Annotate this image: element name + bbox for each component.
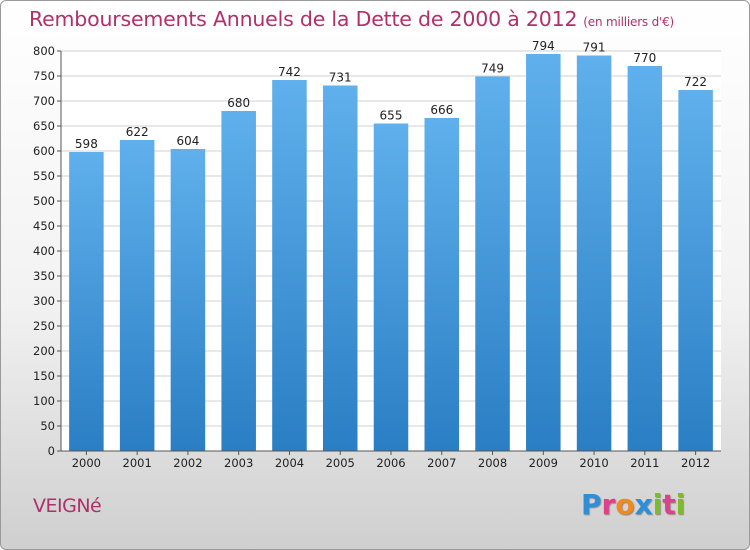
y-tick-label: 0 [48, 444, 55, 458]
data-labels: 598 622 604 680 742 731 655 666 749 794 791 770 722 [75, 39, 707, 151]
x-tick-label-2003: 2003 [224, 456, 253, 470]
x-tick-label-2009: 2009 [529, 456, 558, 470]
logo-letter: x [634, 488, 653, 521]
y-tick-label: 250 [33, 319, 55, 333]
x-tick-label-2006: 2006 [376, 456, 405, 470]
y-tick-label: 300 [33, 294, 55, 308]
data-label-2005: 731 [329, 71, 352, 85]
bar-2007 [424, 118, 460, 451]
data-label-2001: 622 [126, 125, 149, 139]
logo-letter: r [601, 488, 616, 521]
y-tick-label: 600 [33, 144, 55, 158]
bar-2001 [119, 140, 155, 451]
brand-logo: Proxiti [581, 488, 685, 521]
y-tick-label: 400 [33, 244, 55, 258]
x-tick-label-2012: 2012 [681, 456, 710, 470]
bar-2000 [69, 152, 104, 451]
bars [69, 54, 713, 451]
logo-letter: i [675, 488, 686, 521]
data-label-2007: 666 [430, 103, 453, 117]
bar-2010 [576, 55, 612, 451]
y-tick-label: 550 [33, 169, 55, 183]
axes: 0 50 100 150 200 250 300 350 400 450 500 550 600 650 7… [33, 44, 721, 470]
data-label-2003: 680 [227, 96, 250, 110]
y-tick-label: 200 [33, 344, 55, 358]
x-tick-label-2007: 2007 [427, 456, 456, 470]
data-label-2012: 722 [684, 75, 707, 89]
bar-2004 [272, 80, 307, 451]
logo-letter: t [662, 488, 676, 521]
y-tick-label: 450 [33, 219, 55, 233]
y-tick-label: 50 [40, 419, 55, 433]
x-tick-label-2004: 2004 [275, 456, 304, 470]
data-label-2009: 794 [532, 39, 555, 53]
x-tick-label-2011: 2011 [630, 456, 659, 470]
y-tick-label: 650 [33, 119, 55, 133]
y-tick-label: 100 [33, 394, 55, 408]
bar-2011 [627, 66, 663, 451]
data-label-2010: 791 [583, 41, 606, 55]
logo-letter: o [615, 488, 635, 521]
data-label-2002: 604 [176, 134, 199, 148]
y-tick-label: 700 [33, 94, 55, 108]
data-label-2006: 655 [380, 109, 403, 123]
chart-subtitle: (en milliers d'€) [583, 15, 675, 29]
bar-2009 [526, 54, 561, 451]
y-tick-label: 500 [33, 194, 55, 208]
data-label-2000: 598 [75, 137, 98, 151]
bar-2006 [373, 123, 409, 451]
x-tick-label-2002: 2002 [173, 456, 202, 470]
x-tick-label-2008: 2008 [478, 456, 507, 470]
bar-2008 [475, 76, 510, 451]
place-name: VEIGNé [33, 495, 102, 517]
x-tick-label-2001: 2001 [123, 456, 152, 470]
data-label-2004: 742 [278, 65, 301, 79]
x-tick-label-2005: 2005 [326, 456, 355, 470]
bar-2002 [170, 149, 206, 451]
logo-letter: i [652, 488, 663, 521]
y-tick-label: 150 [33, 369, 55, 383]
y-tick-label: 800 [33, 44, 55, 58]
x-tick-label-2010: 2010 [579, 456, 608, 470]
y-tick-label: 350 [33, 269, 55, 283]
logo-letter: P [581, 488, 602, 521]
data-label-2011: 770 [633, 51, 656, 65]
data-label-2008: 749 [481, 62, 504, 76]
bar-2005 [322, 85, 358, 451]
y-tick-label: 750 [33, 69, 55, 83]
chart-title: Remboursements Annuels de la Dette de 20… [29, 7, 674, 31]
bar-2003 [221, 111, 256, 451]
x-tick-label-2000: 2000 [72, 456, 101, 470]
chart-title-text: Remboursements Annuels de la Dette de 20… [29, 7, 578, 31]
bar-2012 [678, 90, 713, 451]
